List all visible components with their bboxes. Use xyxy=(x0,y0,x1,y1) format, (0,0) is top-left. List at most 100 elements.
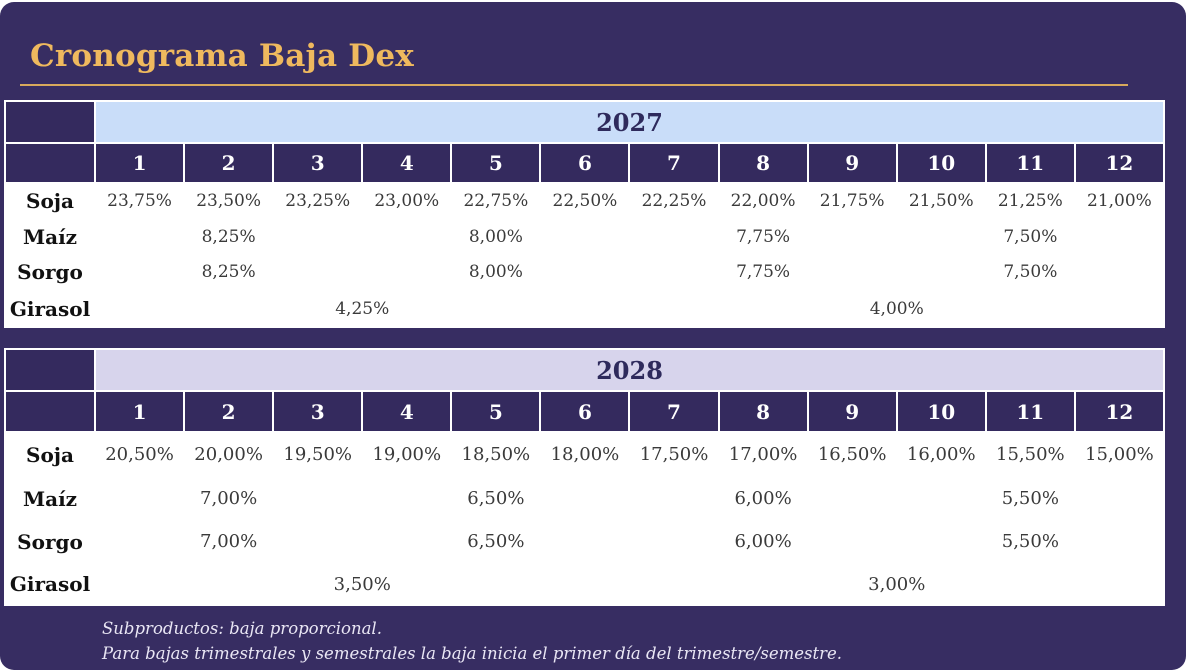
rate-cell: 16,50% xyxy=(806,431,898,478)
month-header: 4 xyxy=(361,390,453,433)
year-row: 2028 xyxy=(4,348,1165,392)
rate-cell: 18,50% xyxy=(450,431,542,478)
footnotes: Subproductos: baja proporcional. Para ba… xyxy=(102,616,842,666)
row-soja: Soja 23,75% 23,50% 23,25% 23,00% 22,75% … xyxy=(4,182,1166,220)
rate-cell: 19,50% xyxy=(272,431,364,478)
semester-rate-cell: 3,50% xyxy=(93,562,631,606)
row-maiz: Maíz 8,25% 8,00% 7,75% 7,50% xyxy=(4,218,1166,255)
row-girasol: Girasol 4,25% 4,00% xyxy=(4,289,1165,328)
corner-cell xyxy=(4,348,96,392)
month-header: 1 xyxy=(93,390,186,433)
rate-cell: 17,00% xyxy=(717,431,809,478)
quarter-rate-cell: 7,00% xyxy=(93,476,364,521)
rate-cell: 22,50% xyxy=(539,182,631,220)
row-label: Soja xyxy=(4,182,96,220)
rate-cell: 22,25% xyxy=(628,182,720,220)
rate-cell: 23,00% xyxy=(361,182,453,220)
month-header: 10 xyxy=(895,390,987,433)
row-sorgo: Sorgo 7,00% 6,50% 6,00% 5,50% xyxy=(4,519,1166,564)
quarter-rate-cell: 5,50% xyxy=(895,519,1166,564)
rate-cell: 22,75% xyxy=(450,182,542,220)
row-girasol: Girasol 3,50% 3,00% xyxy=(4,562,1165,606)
row-label: Soja xyxy=(4,431,96,478)
year-header: 2028 xyxy=(94,348,1165,392)
rate-cell: 15,00% xyxy=(1073,431,1166,478)
quarter-rate-cell: 7,75% xyxy=(628,218,898,255)
footnote: Para bajas trimestrales y semestrales la… xyxy=(102,644,843,663)
month-header: 11 xyxy=(984,390,1076,433)
quarter-rate-cell: 6,50% xyxy=(361,519,631,564)
row-label: Girasol xyxy=(4,289,96,328)
quarter-rate-cell: 8,25% xyxy=(93,218,364,255)
month-header: 2 xyxy=(183,142,275,184)
month-header: 4 xyxy=(361,142,453,184)
rate-cell: 20,50% xyxy=(93,431,186,478)
rate-cell: 22,00% xyxy=(717,182,809,220)
schedule-table-2028: 2028 1 2 3 4 5 6 7 8 9 10 11 12 Soja 20,… xyxy=(4,348,1166,606)
rate-cell: 21,75% xyxy=(806,182,898,220)
row-label: Maíz xyxy=(4,476,96,521)
month-header: 10 xyxy=(895,142,987,184)
month-header: 11 xyxy=(984,142,1076,184)
row-label: Girasol xyxy=(4,562,96,606)
row-soja: Soja 20,50% 20,00% 19,50% 19,00% 18,50% … xyxy=(4,431,1166,478)
quarter-rate-cell: 6,00% xyxy=(628,519,898,564)
month-header: 6 xyxy=(539,142,631,184)
month-header: 3 xyxy=(272,142,364,184)
quarter-rate-cell: 7,00% xyxy=(93,519,364,564)
quarter-rate-cell: 8,00% xyxy=(361,253,631,291)
rate-cell: 18,00% xyxy=(539,431,631,478)
month-header: 12 xyxy=(1073,390,1166,433)
rate-cell: 21,25% xyxy=(984,182,1076,220)
month-header: 1 xyxy=(93,142,186,184)
quarter-rate-cell: 6,00% xyxy=(628,476,898,521)
quarter-rate-cell: 8,00% xyxy=(361,218,631,255)
quarter-rate-cell: 7,75% xyxy=(628,253,898,291)
month-header-row: 1 2 3 4 5 6 7 8 9 10 11 12 xyxy=(4,390,1166,433)
rate-cell: 19,00% xyxy=(361,431,453,478)
rate-cell: 23,25% xyxy=(272,182,364,220)
year-header: 2027 xyxy=(94,100,1165,144)
rate-cell: 23,75% xyxy=(93,182,186,220)
quarter-rate-cell: 7,50% xyxy=(895,253,1166,291)
month-header: 8 xyxy=(717,390,809,433)
rate-cell: 21,00% xyxy=(1073,182,1166,220)
rate-cell: 16,00% xyxy=(895,431,987,478)
rate-cell: 23,50% xyxy=(183,182,275,220)
rate-cell: 20,00% xyxy=(183,431,275,478)
rate-cell: 21,50% xyxy=(895,182,987,220)
month-header: 5 xyxy=(450,390,542,433)
quarter-rate-cell: 5,50% xyxy=(895,476,1166,521)
page-title: Cronograma Baja Dex xyxy=(30,38,414,74)
year-row: 2027 xyxy=(4,100,1165,144)
month-header: 12 xyxy=(1073,142,1166,184)
month-header: 9 xyxy=(806,390,898,433)
quarter-rate-cell: 8,25% xyxy=(93,253,364,291)
row-maiz: Maíz 7,00% 6,50% 6,00% 5,50% xyxy=(4,476,1166,521)
quarter-rate-cell: 7,50% xyxy=(895,218,1166,255)
semester-rate-cell: 4,25% xyxy=(93,289,631,328)
semester-rate-cell: 3,00% xyxy=(628,562,1165,606)
month-header-row: 1 2 3 4 5 6 7 8 9 10 11 12 xyxy=(4,142,1166,184)
title-underline xyxy=(20,84,1128,86)
month-header: 6 xyxy=(539,390,631,433)
month-header: 5 xyxy=(450,142,542,184)
row-label: Sorgo xyxy=(4,253,96,291)
row-sorgo: Sorgo 8,25% 8,00% 7,75% 7,50% xyxy=(4,253,1166,291)
quarter-rate-cell: 6,50% xyxy=(361,476,631,521)
footnote: Subproductos: baja proporcional. xyxy=(102,619,382,638)
schedule-table-2027: 2027 1 2 3 4 5 6 7 8 9 10 11 12 Soja 23,… xyxy=(4,100,1166,328)
corner-cell xyxy=(4,142,96,184)
month-header: 3 xyxy=(272,390,364,433)
rate-cell: 15,50% xyxy=(984,431,1076,478)
semester-rate-cell: 4,00% xyxy=(628,289,1165,328)
row-label: Maíz xyxy=(4,218,96,255)
month-header: 2 xyxy=(183,390,275,433)
rate-cell: 17,50% xyxy=(628,431,720,478)
row-label: Sorgo xyxy=(4,519,96,564)
month-header: 7 xyxy=(628,142,720,184)
month-header: 8 xyxy=(717,142,809,184)
month-header: 9 xyxy=(806,142,898,184)
corner-cell xyxy=(4,390,96,433)
